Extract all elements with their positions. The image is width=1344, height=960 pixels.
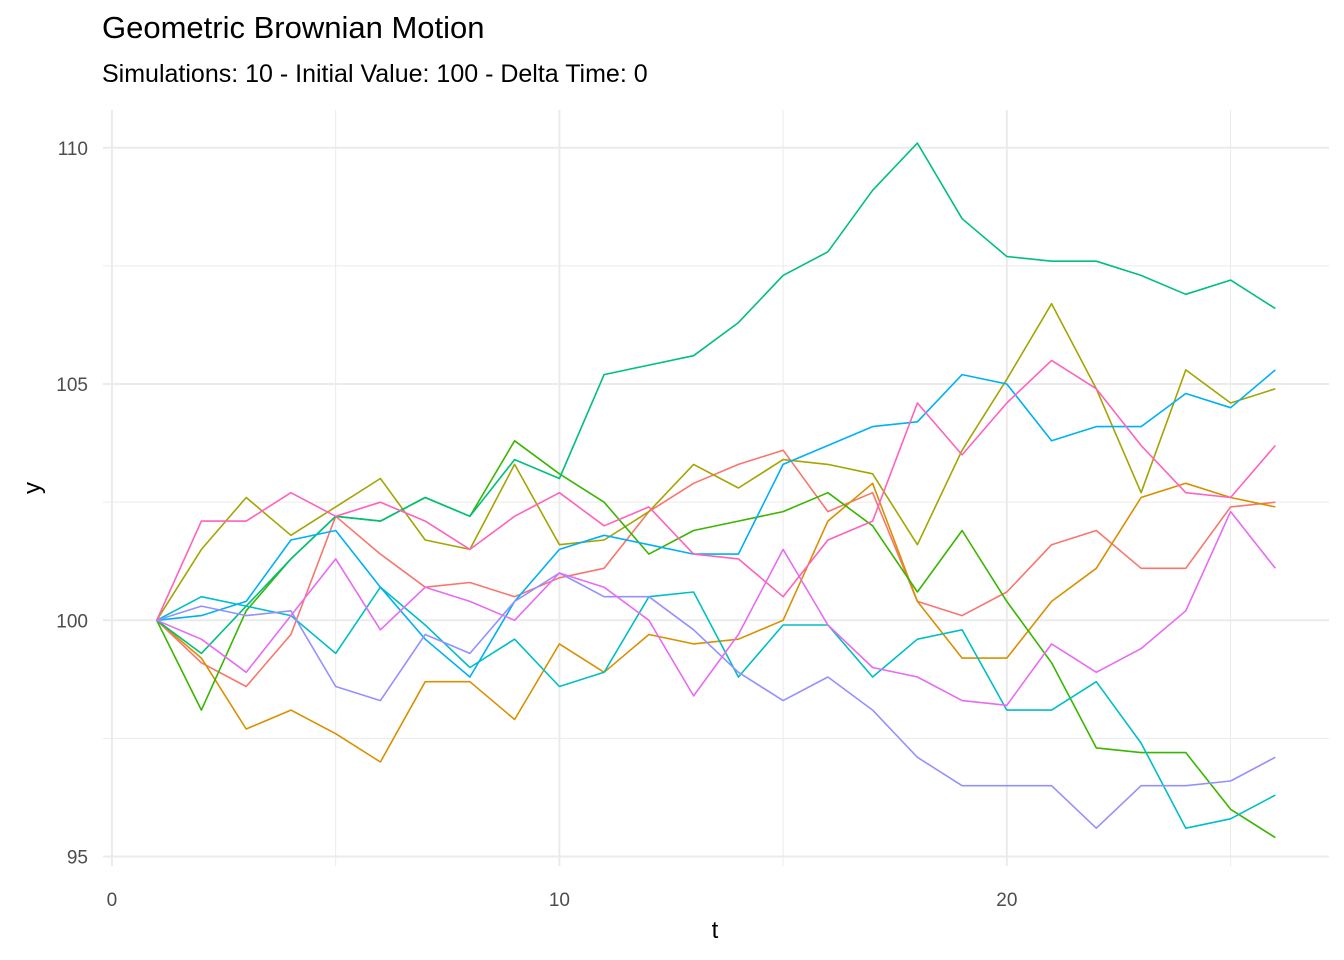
series-line-9: [156, 510, 1276, 707]
y-axis-title: y: [19, 482, 46, 494]
series-line-1: [156, 449, 1276, 688]
series-line-7: [156, 369, 1276, 678]
x-tick-labels: 0 10 20: [107, 890, 1018, 911]
series-line-2: [156, 482, 1276, 763]
series-line-4: [155, 439, 1276, 839]
series-line-8: [156, 572, 1276, 830]
major-gridlines: [103, 110, 1329, 866]
series-line-10: [155, 359, 1276, 621]
y-tick-label: 95: [67, 848, 88, 869]
series-lines: [155, 142, 1276, 839]
chart-title: Geometric Brownian Motion: [102, 10, 485, 45]
chart-subtitle: Simulations: 10 - Initial Value: 100 - D…: [102, 60, 648, 88]
series-line-5: [156, 142, 1276, 655]
x-tick-label: 20: [996, 890, 1017, 911]
y-tick-label: 110: [58, 139, 88, 160]
series-line-6: [156, 586, 1276, 830]
series-line-3: [156, 302, 1276, 621]
x-tick-label: 0: [107, 890, 118, 911]
y-tick-label: 100: [56, 611, 88, 632]
x-axis-title: t: [712, 917, 719, 944]
y-tick-label: 105: [56, 375, 88, 396]
y-tick-labels: 95 100 105 110: [56, 139, 88, 869]
x-tick-label: 10: [549, 890, 570, 911]
